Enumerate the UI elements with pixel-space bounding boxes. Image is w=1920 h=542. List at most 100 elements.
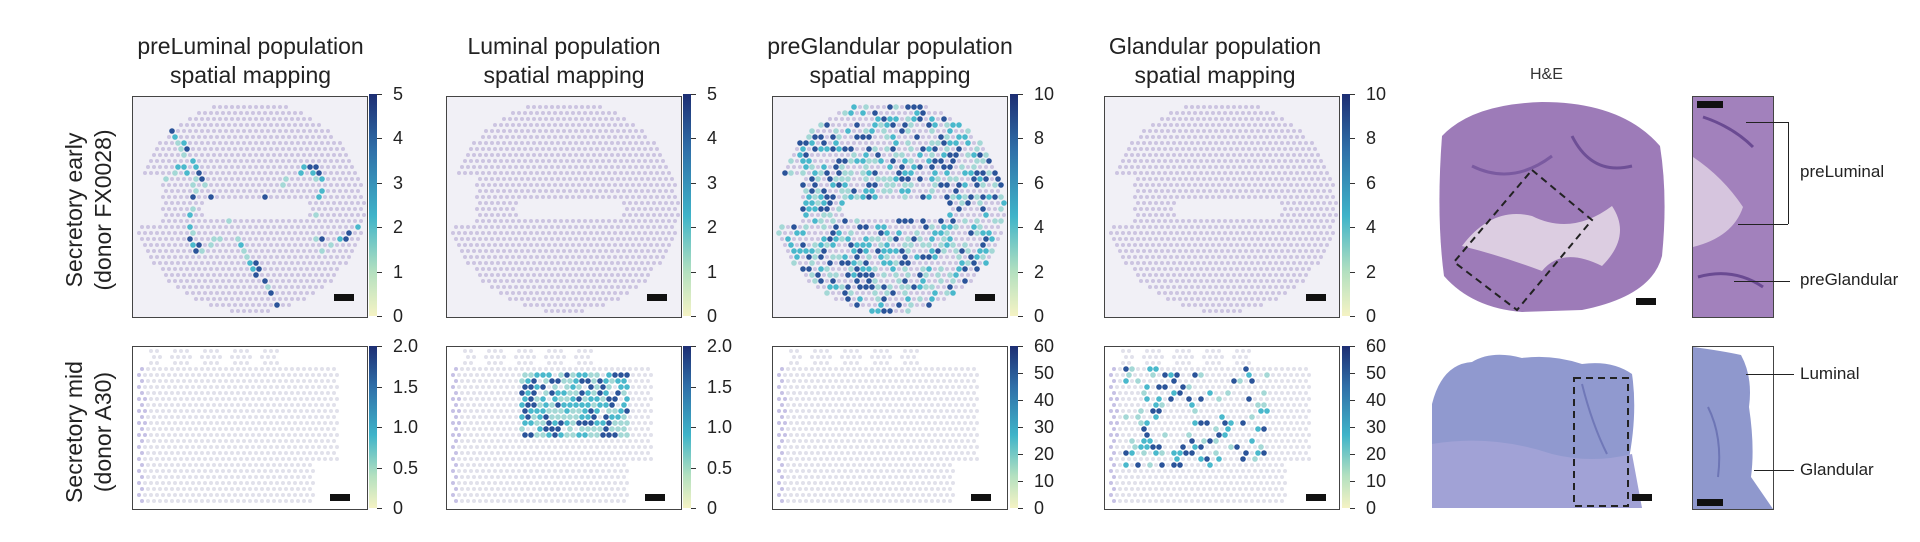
colorbar-tick-mark <box>1350 346 1355 347</box>
tissue-spot-map <box>133 347 367 509</box>
scale-bar <box>1697 101 1723 108</box>
colorbar-tick-label: 10 <box>1034 85 1054 103</box>
annotation-bracket <box>1746 122 1788 123</box>
spatial-map-preluminal-early <box>132 96 368 318</box>
colorbar-tick-mark <box>691 138 696 139</box>
colorbar-tick-label: 2 <box>1034 263 1044 281</box>
annotation-line <box>1746 374 1794 375</box>
spatial-map-glandular-mid <box>1104 346 1340 510</box>
row-label-secretory-early: Secretory early (donor FX0028) <box>60 100 120 320</box>
colorbar-tick-mark <box>691 468 696 469</box>
spatial-map-preluminal-mid <box>132 346 368 510</box>
colorbar-tick-label: 1.0 <box>393 418 418 436</box>
scale-bar <box>1636 298 1656 305</box>
colorbar-tick-mark <box>691 346 696 347</box>
annotation-bracket <box>1788 122 1789 224</box>
he-zoom-mid <box>1692 346 1774 510</box>
scale-bar <box>971 494 991 501</box>
colorbar-tick-mark <box>1350 481 1355 482</box>
annotation-preluminal: preLuminal <box>1800 162 1884 182</box>
tissue-spot-map <box>133 97 367 317</box>
colorbar-tick-label: 3 <box>707 174 717 192</box>
colorbar-tick-label: 60 <box>1034 337 1054 355</box>
colorbar-gradient <box>369 94 377 316</box>
colorbar-tick-label: 0 <box>393 499 403 517</box>
annotation-luminal: Luminal <box>1800 364 1860 384</box>
colorbar-tick-mark <box>1018 138 1023 139</box>
he-tissue-zoom <box>1693 347 1773 509</box>
tissue-spot-map <box>773 97 1007 317</box>
colorbar-tick-label: 50 <box>1366 364 1386 382</box>
colorbar-tick-label: 0 <box>393 307 403 325</box>
colorbar-gradient <box>1010 346 1018 508</box>
colorbar-tick-label: 2 <box>1366 263 1376 281</box>
column-title-preglandular: preGlandular population spatial mapping <box>740 32 1040 90</box>
colorbar-tick-label: 0.5 <box>707 459 732 477</box>
colorbar-tick-mark <box>1350 272 1355 273</box>
colorbar-tick-mark <box>691 387 696 388</box>
colorbar-tick-mark <box>377 138 382 139</box>
colorbar-tick-mark <box>691 94 696 95</box>
colorbar-gradient <box>683 94 691 316</box>
colorbar-tick-label: 60 <box>1366 337 1386 355</box>
colorbar-tick-mark <box>1018 346 1023 347</box>
colorbar-tick-mark <box>1350 138 1355 139</box>
scale-bar <box>1306 294 1326 301</box>
colorbar-tick-mark <box>691 227 696 228</box>
colorbar-tick-mark <box>691 183 696 184</box>
colorbar-tick-mark <box>1350 508 1355 509</box>
colorbar-tick-label: 1.5 <box>707 378 732 396</box>
spatial-map-luminal-early <box>446 96 682 318</box>
colorbar-tick-label: 2 <box>707 218 717 236</box>
colorbar-tick-mark <box>1350 227 1355 228</box>
colorbar-tick-mark <box>1350 316 1355 317</box>
colorbar-tick-mark <box>377 316 382 317</box>
colorbar-tick-mark <box>377 94 382 95</box>
annotation-line <box>1754 470 1794 471</box>
colorbar-tick-label: 0 <box>1034 307 1044 325</box>
tissue-spot-map <box>447 97 681 317</box>
colorbar-tick-label: 30 <box>1366 418 1386 436</box>
colorbar-tick-mark <box>1018 427 1023 428</box>
tissue-spot-map <box>773 347 1007 509</box>
annotation-bracket <box>1738 224 1788 225</box>
colorbar-tick-mark <box>1350 94 1355 95</box>
colorbar-tick-mark <box>1350 400 1355 401</box>
colorbar-tick-mark <box>1018 316 1023 317</box>
colorbar-tick-mark <box>377 427 382 428</box>
he-tissue-zoom <box>1693 97 1773 317</box>
colorbar-tick-label: 1.5 <box>393 378 418 396</box>
scale-bar <box>1306 494 1326 501</box>
colorbar-tick-label: 0 <box>1034 499 1044 517</box>
colorbar-tick-mark <box>1350 427 1355 428</box>
colorbar-tick-mark <box>1018 400 1023 401</box>
column-title-glandular: Glandular population spatial mapping <box>1080 32 1350 90</box>
spatial-map-preglandular-early <box>772 96 1008 318</box>
annotation-preglandular: preGlandular <box>1800 270 1898 290</box>
annotation-line <box>1734 281 1790 282</box>
column-title-luminal: Luminal population spatial mapping <box>424 32 704 90</box>
colorbar-gradient <box>1342 346 1350 508</box>
tissue-spot-map <box>1105 97 1339 317</box>
colorbar-gradient <box>369 346 377 508</box>
colorbar-tick-mark <box>691 427 696 428</box>
colorbar-tick-label: 5 <box>393 85 403 103</box>
colorbar-tick-label: 6 <box>1366 174 1376 192</box>
colorbar-tick-mark <box>1350 183 1355 184</box>
spatial-map-preglandular-mid <box>772 346 1008 510</box>
he-title: H&E <box>1530 66 1563 84</box>
spatial-map-glandular-early <box>1104 96 1340 318</box>
tissue-spot-map <box>1105 347 1339 509</box>
scale-bar <box>334 294 354 301</box>
colorbar-tick-label: 0 <box>1366 499 1376 517</box>
colorbar-tick-label: 2.0 <box>707 337 732 355</box>
colorbar-tick-label: 8 <box>1366 129 1376 147</box>
colorbar-tick-label: 0 <box>707 499 717 517</box>
colorbar-tick-label: 50 <box>1034 364 1054 382</box>
tissue-spot-map <box>447 347 681 509</box>
colorbar-tick-mark <box>1018 481 1023 482</box>
colorbar-tick-mark <box>1018 272 1023 273</box>
colorbar-tick-label: 4 <box>707 129 717 147</box>
spatial-map-luminal-mid <box>446 346 682 510</box>
scale-bar <box>1632 494 1652 501</box>
